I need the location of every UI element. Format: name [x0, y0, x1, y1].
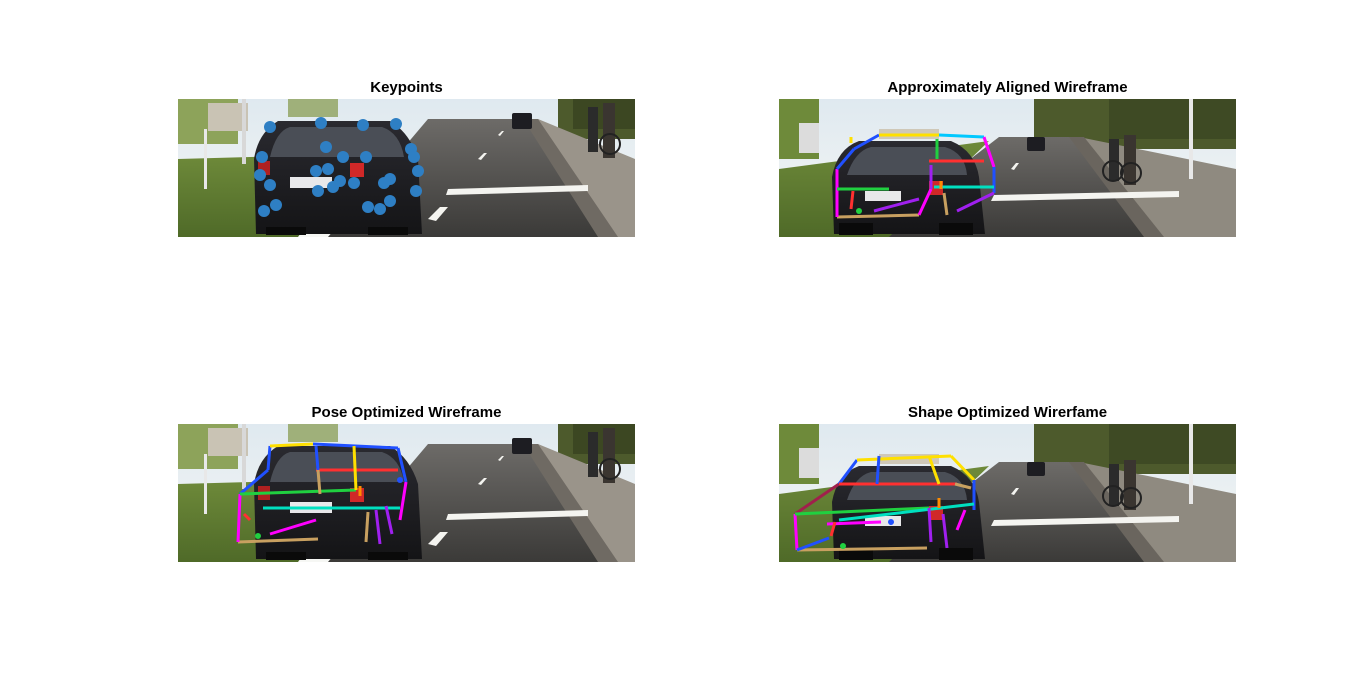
panel-keypoints: Keypoints	[178, 79, 635, 237]
keypoint-markers	[254, 117, 424, 217]
wireframe-overlay	[835, 133, 996, 219]
photo-keypoints	[178, 99, 635, 237]
wireframe-overlay	[793, 454, 976, 552]
photo-approx-wireframe	[779, 99, 1236, 237]
photo-pose-wireframe	[178, 424, 635, 562]
photo-shape-wireframe	[779, 424, 1236, 562]
wireframe-overlay	[236, 442, 408, 545]
panel-title: Shape Optimized Wirerfame	[907, 404, 1108, 421]
panel-shape-wireframe: Shape Optimized Wirerfame	[779, 404, 1236, 562]
panel-approx-wireframe: Approximately Aligned Wireframe	[779, 79, 1236, 237]
panel-title: Keypoints	[370, 79, 443, 96]
panel-title: Pose Optimized Wireframe	[311, 404, 502, 421]
panel-pose-wireframe: Pose Optimized Wireframe	[178, 404, 635, 562]
panel-title: Approximately Aligned Wireframe	[887, 79, 1128, 96]
